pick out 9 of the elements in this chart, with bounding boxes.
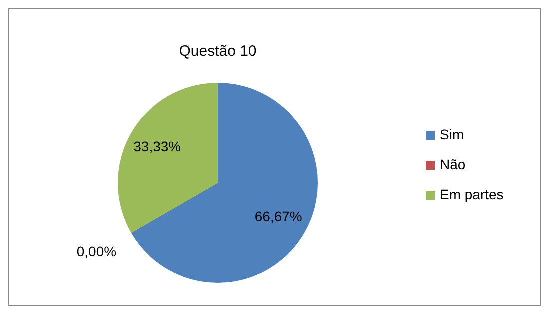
- legend-label: Em partes: [440, 186, 504, 203]
- text: 0,00%: [76, 244, 117, 260]
- pie-slice: [131, 83, 318, 283]
- legend-label: Não: [440, 156, 466, 173]
- data-label: 33,33%: [134, 138, 182, 155]
- chart-title: Questão 10: [179, 43, 257, 60]
- pie-slice: [118, 83, 218, 233]
- data-label: 66,67%: [254, 208, 302, 225]
- legend-label: Sim: [440, 126, 464, 143]
